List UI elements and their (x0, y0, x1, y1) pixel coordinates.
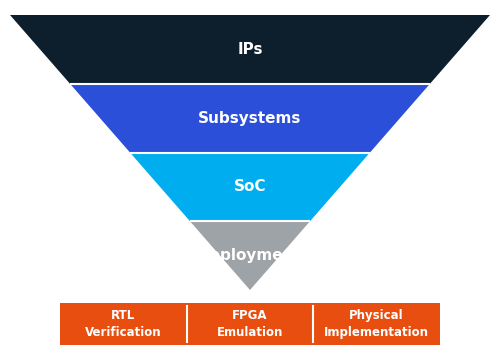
Text: Physical
Implementation: Physical Implementation (324, 309, 429, 339)
Polygon shape (10, 15, 490, 84)
Text: RTL
Verification: RTL Verification (85, 309, 162, 339)
Text: Deployment: Deployment (198, 248, 302, 263)
FancyBboxPatch shape (60, 303, 440, 345)
Text: SoC: SoC (234, 179, 266, 195)
Polygon shape (70, 84, 430, 153)
Text: Subsystems: Subsystems (198, 111, 302, 126)
Polygon shape (130, 153, 370, 221)
Polygon shape (190, 221, 310, 290)
Text: IPs: IPs (238, 42, 263, 57)
Text: FPGA
Emulation: FPGA Emulation (217, 309, 283, 339)
